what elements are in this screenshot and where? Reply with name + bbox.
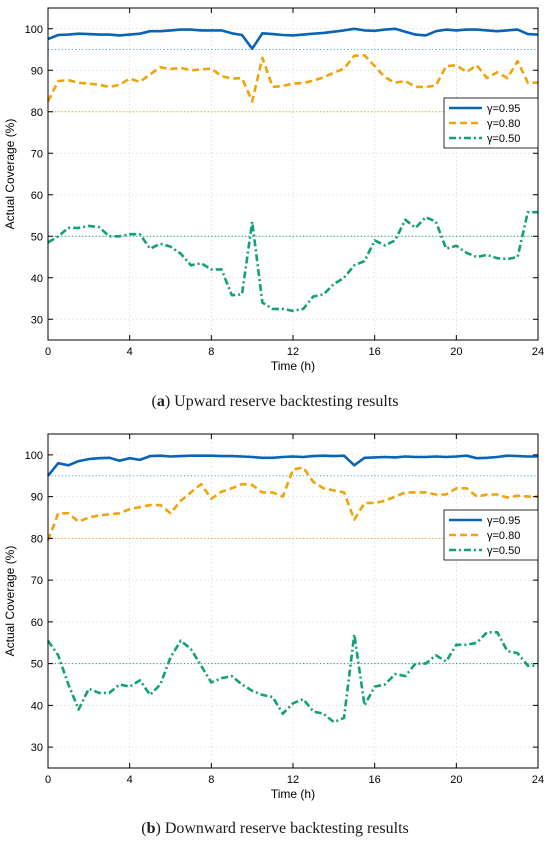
- y-tick-label: 70: [31, 575, 43, 587]
- legend-box: [443, 509, 539, 561]
- y-tick-label: 50: [31, 231, 43, 243]
- legend-label-2: γ=0.50: [487, 545, 520, 557]
- grid: [47, 8, 539, 340]
- line-chart-downward: 0 4 8 12 16 20 24 30 40 50 60 70 80 90 100 Time (h) Actu…: [3, 433, 544, 801]
- x-tick-label: 24: [532, 774, 544, 786]
- caption-text: Upward reserve backtesting results: [170, 393, 399, 410]
- caption-letter: a: [156, 393, 165, 410]
- chart-panel-downward: 0 4 8 12 16 20 24 30 40 50 60 70 80 90 100 Time (h) Actu…: [0, 424, 550, 848]
- y-tick-label: 90: [31, 492, 43, 504]
- x-tick-label: 12: [287, 346, 299, 358]
- legend: γ=0.95 γ=0.80 γ=0.50: [443, 509, 539, 561]
- y-tick-label: 40: [31, 273, 43, 285]
- y-axis-label: Actual Coverage (%): [3, 119, 17, 230]
- series-line-0: [46, 454, 538, 477]
- x-tick-label: 24: [532, 346, 544, 358]
- x-tick-label: 4: [127, 774, 133, 786]
- series-line-0: [47, 27, 539, 51]
- legend-label-1: γ=0.80: [487, 118, 520, 130]
- legend-label-1: γ=0.80: [487, 530, 520, 542]
- caption-downward: (b) Downward reserve backtesting results: [141, 820, 409, 837]
- x-tick-label: 4: [127, 346, 133, 358]
- plot-frame: [47, 7, 539, 341]
- plot-frame: [47, 433, 539, 769]
- y-tick-label: 60: [31, 190, 43, 202]
- x-tick-label: 16: [369, 346, 381, 358]
- chart-panel-upward: 0 4 8 12 16 20 24 30 40 50 60 70 80 90 100 Time (h) Actu…: [3, 7, 544, 410]
- caption-letter: b: [146, 820, 156, 837]
- grid: [47, 434, 539, 768]
- y-tick-label: 30: [31, 742, 43, 754]
- x-tick-label: 0: [45, 346, 51, 358]
- line-chart-upward: 0 4 8 12 16 20 24 30 40 50 60 70 80 90 100 Time (h) Actu…: [3, 7, 544, 373]
- x-tick-label: 20: [450, 774, 462, 786]
- caption-upward: (a) Upward reserve backtesting results: [151, 393, 399, 410]
- y-tick-label: 90: [31, 65, 43, 77]
- x-tick-label: 12: [287, 774, 299, 786]
- series-line-1: [46, 466, 538, 541]
- series-line-1: [46, 53, 538, 103]
- y-tick-label: 50: [31, 659, 43, 671]
- y-tick-label: 30: [31, 314, 43, 326]
- y-tick-label: 40: [31, 700, 43, 712]
- caption-text: Downward reserve backtesting results: [160, 820, 409, 837]
- y-tick-label: 100: [25, 450, 43, 462]
- legend-label-0: γ=0.95: [487, 515, 520, 527]
- series-line-2: [47, 210, 538, 313]
- legend-box: [443, 97, 539, 149]
- y-tick-label: 80: [31, 533, 43, 545]
- y-tick-label: 100: [25, 24, 43, 36]
- x-axis-label: Time (h): [271, 359, 315, 373]
- y-tick-label: 60: [31, 617, 43, 629]
- x-axis-label: Time (h): [271, 787, 315, 801]
- y-tick-label: 70: [31, 148, 43, 160]
- x-tick-label: 20: [450, 346, 462, 358]
- x-tick-label: 0: [45, 774, 51, 786]
- legend-label-0: γ=0.95: [487, 103, 520, 115]
- x-tick-label: 8: [208, 774, 214, 786]
- y-axis-label: Actual Coverage (%): [3, 546, 17, 657]
- x-tick-label: 8: [208, 346, 214, 358]
- series-line-2: [46, 631, 538, 724]
- legend-label-2: γ=0.50: [487, 133, 520, 145]
- y-tick-label: 80: [31, 107, 43, 119]
- x-tick-label: 16: [369, 774, 381, 786]
- legend: γ=0.95 γ=0.80 γ=0.50: [443, 97, 539, 149]
